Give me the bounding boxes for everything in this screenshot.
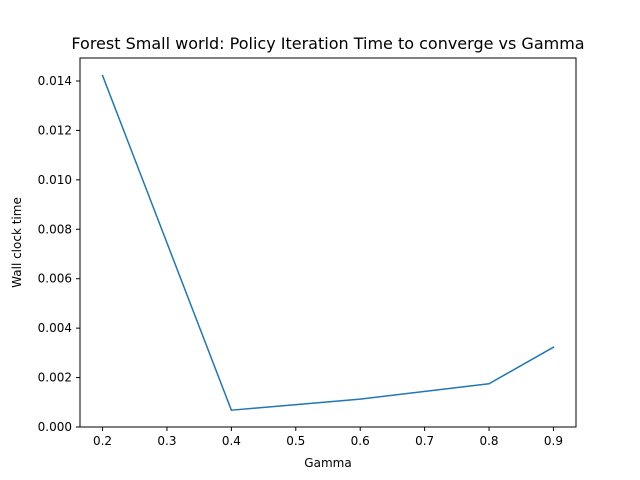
y-tick-label: 0.004 bbox=[38, 321, 72, 335]
chart-title: Forest Small world: Policy Iteration Tim… bbox=[71, 34, 584, 53]
y-tick-label: 0.000 bbox=[38, 420, 72, 434]
x-axis-label: Gamma bbox=[304, 456, 351, 470]
x-tick-label: 0.2 bbox=[93, 434, 112, 448]
series-layer bbox=[101, 74, 555, 411]
y-axis-ticks: 0.000 0.002 0.004 0.006 0.008 0.010 0.012 0.014 bbox=[38, 74, 80, 434]
y-tick-label: 0.006 bbox=[38, 272, 72, 286]
x-tick-label: 0.4 bbox=[222, 434, 241, 448]
y-axis-label: Wall clock time bbox=[10, 197, 24, 288]
y-tick-label: 0.014 bbox=[38, 74, 72, 88]
x-tick-label: 0.3 bbox=[157, 434, 176, 448]
x-tick-label: 0.9 bbox=[544, 434, 563, 448]
plot-frame bbox=[79, 57, 577, 428]
y-tick-label: 0.010 bbox=[38, 173, 72, 187]
y-tick-label: 0.008 bbox=[38, 222, 72, 236]
series-line-0 bbox=[101, 74, 555, 411]
x-tick-label: 0.6 bbox=[351, 434, 370, 448]
x-tick-label: 0.8 bbox=[479, 434, 498, 448]
y-tick-label: 0.002 bbox=[38, 371, 72, 385]
x-tick-label: 0.5 bbox=[286, 434, 305, 448]
x-tick-label: 0.7 bbox=[415, 434, 434, 448]
x-axis-ticks: 0.2 0.3 0.4 0.5 0.6 0.7 0.8 0.9 bbox=[93, 427, 563, 448]
y-tick-label: 0.012 bbox=[38, 123, 72, 137]
